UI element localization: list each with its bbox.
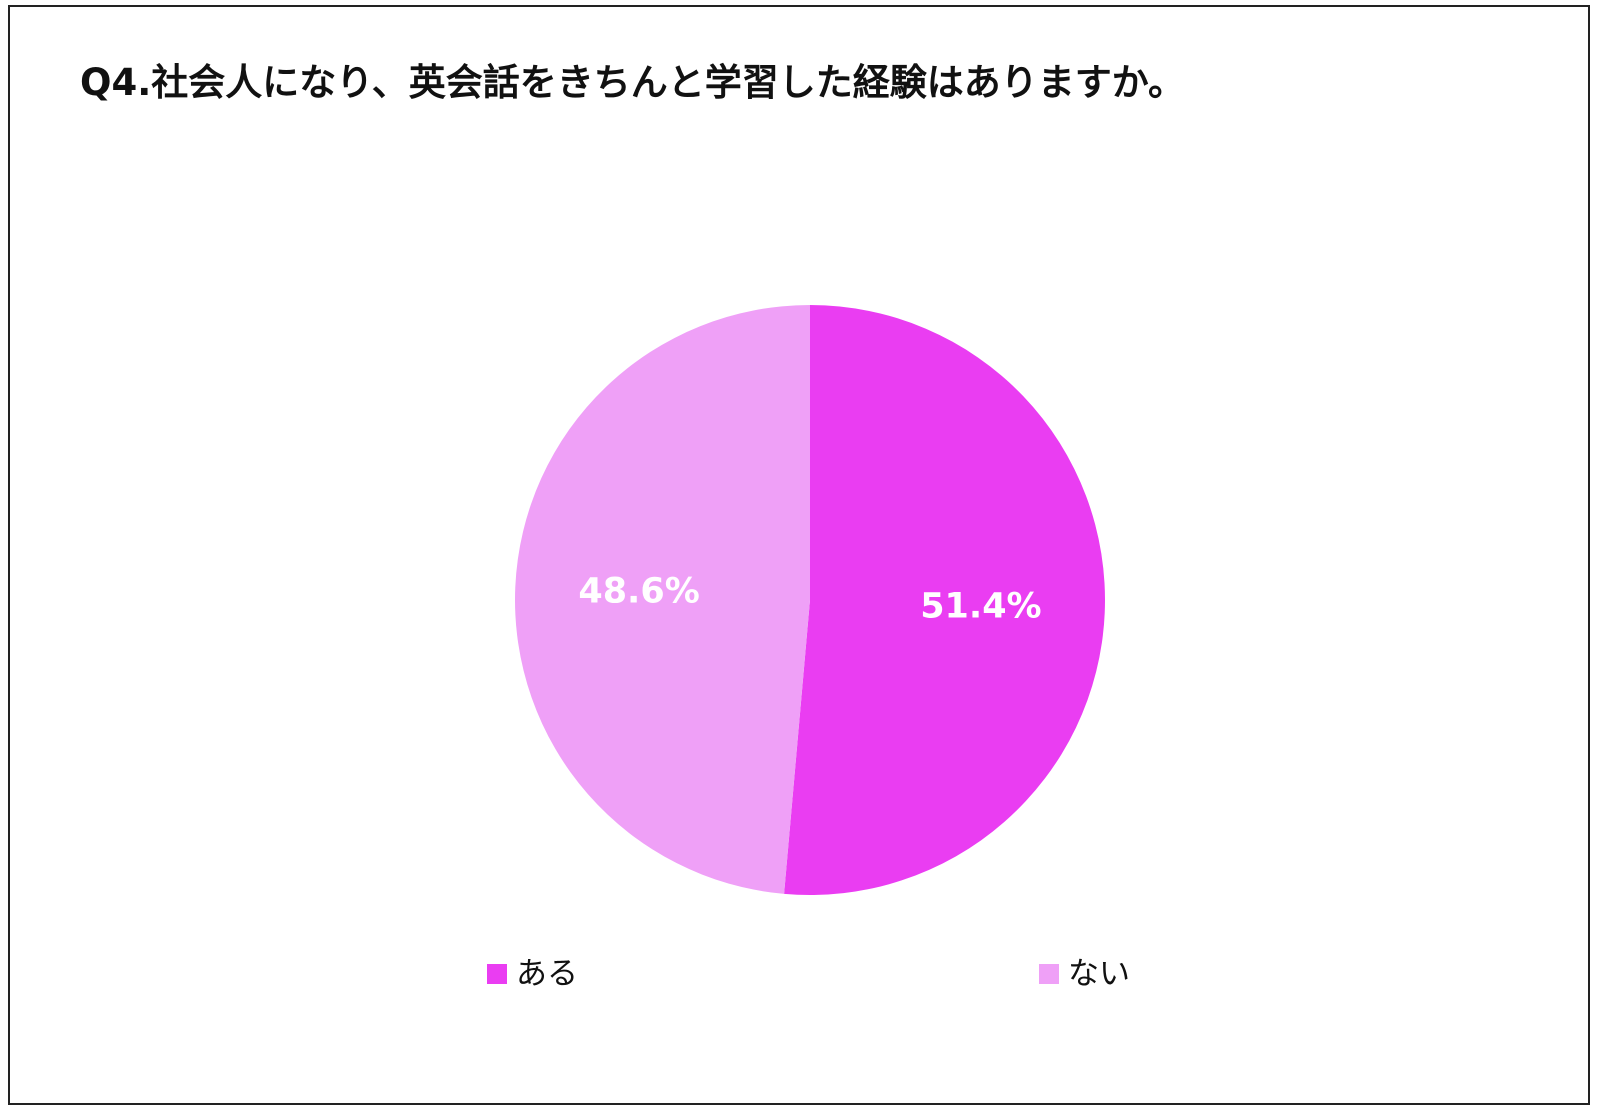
legend-item-nai: ない — [1039, 950, 1130, 992]
pie-label-aru: 51.4% — [920, 587, 1041, 627]
pie-slice-nai — [514, 305, 810, 894]
pie-slice-aru — [784, 305, 1105, 895]
pie-label-nai: 48.6% — [578, 571, 699, 611]
legend-swatch-nai — [1039, 964, 1059, 984]
chart-legend: ある ない — [0, 950, 1600, 992]
legend-label-aru: ある — [516, 955, 578, 992]
legend-item-aru: ある — [487, 950, 578, 992]
chart-title: Q4.社会人になり、英会話をきちんと学習した経験はありますか。 — [80, 61, 1186, 104]
legend-label-nai: ない — [1068, 955, 1130, 992]
legend-swatch-aru — [487, 964, 507, 984]
